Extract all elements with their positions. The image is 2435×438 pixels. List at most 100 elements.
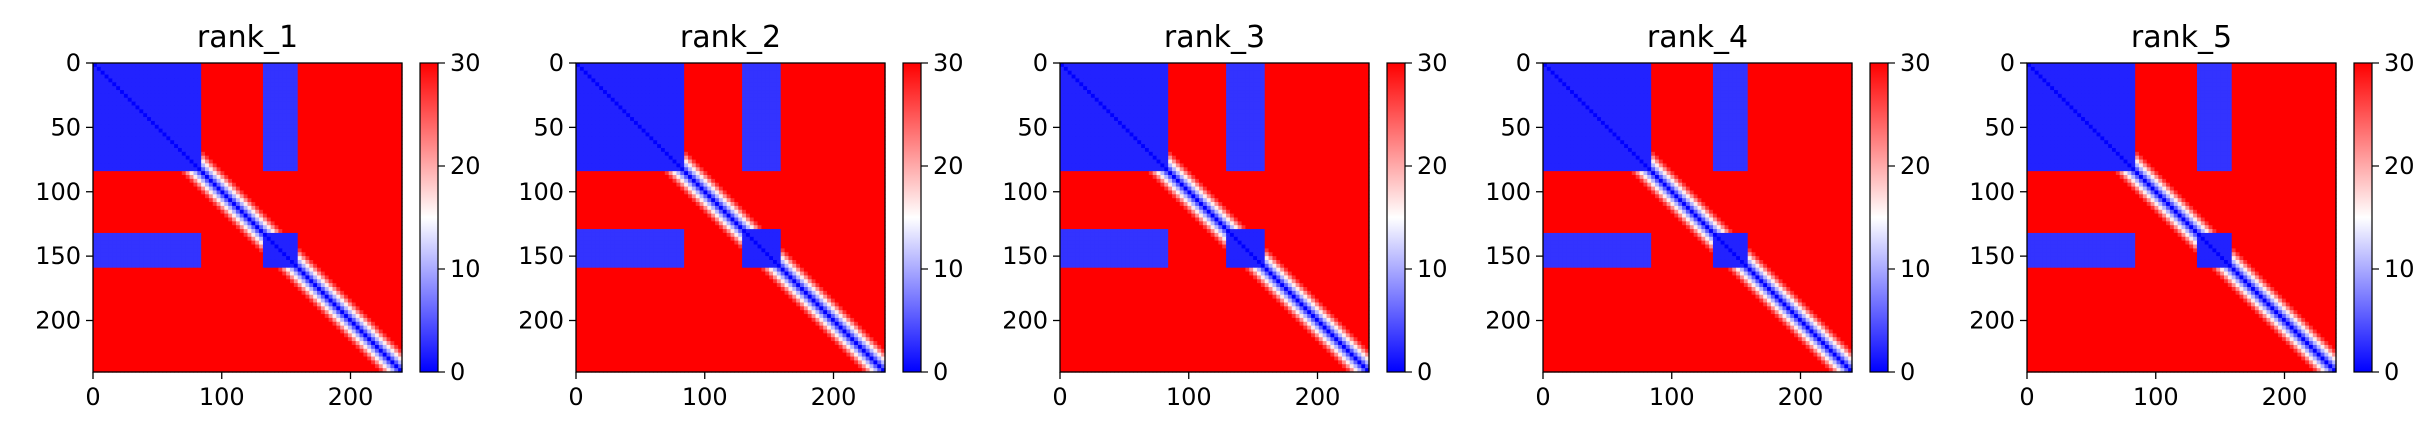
heatmap-cell xyxy=(201,93,206,99)
heatmap-cell xyxy=(367,117,372,122)
heatmap-cell xyxy=(270,82,276,87)
heatmap-cell xyxy=(328,124,334,130)
heatmap-cell xyxy=(309,74,314,80)
heatmap-cell xyxy=(355,132,361,137)
heatmap-cell xyxy=(205,132,210,137)
heatmap-cell xyxy=(313,275,318,280)
heatmap-cell xyxy=(162,86,167,91)
heatmap-cell xyxy=(255,248,260,253)
heatmap-cell xyxy=(123,93,129,99)
heatmap-cell xyxy=(359,213,364,219)
heatmap-cell xyxy=(104,221,110,226)
heatmap-cell xyxy=(235,120,241,126)
heatmap-cell xyxy=(359,232,364,238)
heatmap-cell xyxy=(374,279,380,284)
heatmap-cell xyxy=(135,287,140,292)
heatmap-cell xyxy=(359,159,364,165)
heatmap-cell xyxy=(239,70,245,76)
heatmap-cell xyxy=(305,279,310,284)
heatmap-cell xyxy=(116,144,121,149)
heatmap-cell xyxy=(262,232,268,238)
heatmap-cell xyxy=(270,155,276,161)
heatmap-cell xyxy=(378,74,384,80)
heatmap-cell xyxy=(301,294,307,300)
heatmap-cell xyxy=(185,155,191,161)
heatmap-cell xyxy=(170,275,175,280)
heatmap-cell xyxy=(205,256,210,261)
heatmap-cell xyxy=(116,283,121,288)
heatmap-cell xyxy=(104,186,110,192)
heatmap-cell xyxy=(228,259,233,265)
heatmap-cell xyxy=(166,202,171,207)
heatmap-cell xyxy=(324,136,330,141)
heatmap-cell xyxy=(386,252,392,257)
heatmap-cell xyxy=(374,283,380,288)
heatmap-cell xyxy=(143,128,148,134)
heatmap-cell xyxy=(371,105,376,110)
heatmap-cell xyxy=(317,190,322,195)
heatmap-cell xyxy=(96,93,102,99)
heatmap-cell xyxy=(347,232,353,238)
heatmap-cell xyxy=(123,287,129,292)
heatmap-cell xyxy=(154,229,160,234)
heatmap-cell xyxy=(320,74,326,80)
heatmap-cell xyxy=(235,217,241,222)
heatmap-cell xyxy=(139,244,144,249)
heatmap-cell xyxy=(201,163,206,168)
heatmap-cell xyxy=(259,175,264,180)
heatmap-cell xyxy=(193,302,198,307)
heatmap-cell xyxy=(216,63,222,68)
heatmap-cell xyxy=(328,66,334,72)
heatmap-cell xyxy=(193,124,198,130)
heatmap-cell xyxy=(93,225,98,230)
heatmap-cell xyxy=(390,205,395,211)
heatmap-cell xyxy=(301,132,307,137)
heatmap-cell xyxy=(197,294,202,300)
heatmap-cell xyxy=(216,283,222,288)
heatmap-cell xyxy=(398,163,403,168)
heatmap-cell xyxy=(212,236,218,242)
heatmap-cell xyxy=(212,178,218,184)
heatmap-cell xyxy=(274,105,279,110)
heatmap-cell xyxy=(228,202,233,207)
heatmap-cell xyxy=(359,267,364,273)
heatmap-cell xyxy=(224,217,229,222)
heatmap-cell xyxy=(274,109,279,114)
heatmap-cell xyxy=(301,267,307,273)
heatmap-cell xyxy=(324,198,330,203)
heatmap-cell xyxy=(123,221,129,226)
heatmap-cell xyxy=(228,155,233,161)
heatmap-cell xyxy=(297,287,303,292)
heatmap-cell xyxy=(347,140,353,145)
heatmap-cell xyxy=(332,279,337,284)
heatmap-cell xyxy=(177,66,183,72)
heatmap-cell xyxy=(116,113,121,118)
heatmap-cell xyxy=(255,147,260,153)
heatmap-cell xyxy=(328,205,334,211)
heatmap-cell xyxy=(162,225,167,230)
heatmap-cell xyxy=(112,124,117,130)
heatmap-cell xyxy=(398,190,403,195)
heatmap-cell xyxy=(212,202,218,207)
heatmap-cell xyxy=(100,66,106,72)
heatmap-cell xyxy=(139,287,144,292)
heatmap-cell xyxy=(371,132,376,137)
heatmap-cell xyxy=(344,186,349,192)
heatmap-cell xyxy=(367,66,372,72)
heatmap-cell xyxy=(347,221,353,226)
heatmap-cell xyxy=(93,151,98,157)
heatmap-cell xyxy=(293,90,299,95)
heatmap-cell xyxy=(289,256,295,261)
heatmap-cell xyxy=(197,82,202,87)
heatmap-cell xyxy=(270,132,276,137)
heatmap-cell xyxy=(320,105,326,110)
heatmap-cell xyxy=(374,209,380,215)
heatmap-cell xyxy=(305,74,310,80)
heatmap-cell xyxy=(347,259,353,265)
heatmap-cell xyxy=(139,190,144,195)
heatmap-cell xyxy=(247,298,252,304)
heatmap-cell xyxy=(120,232,125,238)
heatmap-cell xyxy=(347,229,353,234)
heatmap-cell xyxy=(382,271,388,277)
heatmap-cell xyxy=(197,136,202,141)
